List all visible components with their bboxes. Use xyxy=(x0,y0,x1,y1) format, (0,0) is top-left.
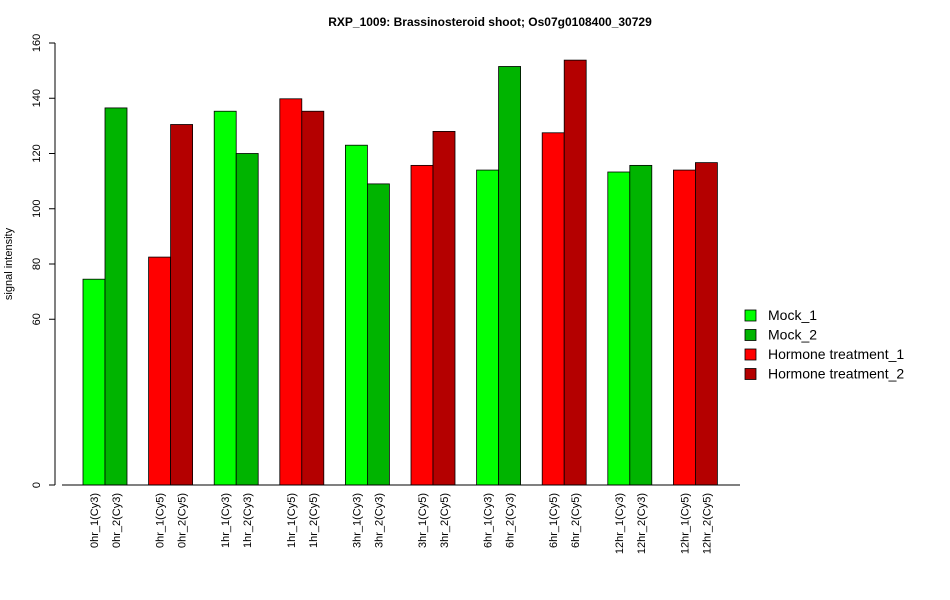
bar xyxy=(563,59,587,486)
x-tick-label: 12hr_2(Cy3) xyxy=(636,493,648,554)
legend-swatch xyxy=(744,368,757,380)
legend-swatch xyxy=(744,309,757,322)
bar xyxy=(541,132,565,486)
chart-title: RXP_1009: Brassinosteroid shoot; Os07g01… xyxy=(328,15,652,29)
bar xyxy=(476,169,500,486)
x-tick-label: 3hr_2(Cy5) xyxy=(439,493,451,548)
x-tick-label: 3hr_1(Cy3) xyxy=(351,493,363,548)
y-tick-label: 80 xyxy=(31,258,43,270)
legend: Mock_1 Mock_2 Hormone treatment_1 Hormone t… xyxy=(744,307,904,382)
x-tick-label: 1hr_2(Cy3) xyxy=(242,493,254,548)
x-tick-label: 0hr_1(Cy3) xyxy=(89,493,101,548)
x-tick-label: 6hr_1(Cy3) xyxy=(483,493,495,548)
y-axis: 0 60 80 100 120 140 160 xyxy=(31,34,56,488)
x-tick-label: 6hr_2(Cy3) xyxy=(505,493,517,548)
legend-label: Mock_1 xyxy=(768,307,817,323)
bar xyxy=(301,110,325,486)
bar xyxy=(629,164,653,486)
y-axis-label: signal intensity xyxy=(3,227,15,300)
bar xyxy=(498,66,522,486)
bar xyxy=(235,153,259,486)
y-tick-label: 100 xyxy=(31,200,43,218)
bar xyxy=(695,162,718,486)
bar xyxy=(170,124,194,486)
bar xyxy=(673,169,696,486)
x-tick-label: 1hr_1(Cy3) xyxy=(220,493,232,548)
bar xyxy=(410,164,434,486)
legend-label: Hormone treatment_1 xyxy=(768,346,904,362)
legend-label: Hormone treatment_2 xyxy=(768,366,904,382)
bar xyxy=(366,183,390,486)
x-tick-label: 1hr_2(Cy5) xyxy=(308,493,320,548)
bar xyxy=(432,130,456,486)
bar xyxy=(279,98,303,486)
bar xyxy=(148,256,172,486)
bar xyxy=(344,144,368,486)
bar xyxy=(213,110,237,486)
x-tick-label: 0hr_1(Cy5) xyxy=(155,493,167,548)
bar xyxy=(607,171,631,486)
y-tick-label: 160 xyxy=(31,34,43,52)
bars xyxy=(82,59,718,486)
x-tick-label: 3hr_2(Cy3) xyxy=(373,493,385,548)
y-tick-label: 0 xyxy=(31,482,43,488)
legend-swatch xyxy=(744,329,757,341)
legend-label: Mock_2 xyxy=(768,327,817,343)
x-tick-label: 3hr_1(Cy5) xyxy=(417,493,429,548)
x-tick-label: 0hr_2(Cy5) xyxy=(177,493,189,548)
x-tick-label: 12hr_2(Cy5) xyxy=(701,493,713,554)
x-tick-label: 6hr_2(Cy5) xyxy=(570,493,582,548)
x-tick-labels: 0hr_1(Cy3) 0hr_2(Cy3) 0hr_1(Cy5) 0hr_2(Cy5)… xyxy=(89,493,713,554)
bar xyxy=(104,107,128,486)
x-tick-label: 12hr_1(Cy3) xyxy=(614,493,626,554)
y-tick-label: 140 xyxy=(31,89,43,107)
y-tick-label: 60 xyxy=(31,313,43,325)
x-tick-label: 1hr_1(Cy5) xyxy=(286,493,298,548)
y-tick-label: 120 xyxy=(31,144,43,162)
bar xyxy=(82,278,106,486)
legend-swatch xyxy=(744,348,757,361)
x-tick-label: 0hr_2(Cy3) xyxy=(111,493,123,548)
x-tick-label: 12hr_1(Cy5) xyxy=(679,493,691,554)
x-tick-label: 6hr_1(Cy5) xyxy=(548,493,560,548)
